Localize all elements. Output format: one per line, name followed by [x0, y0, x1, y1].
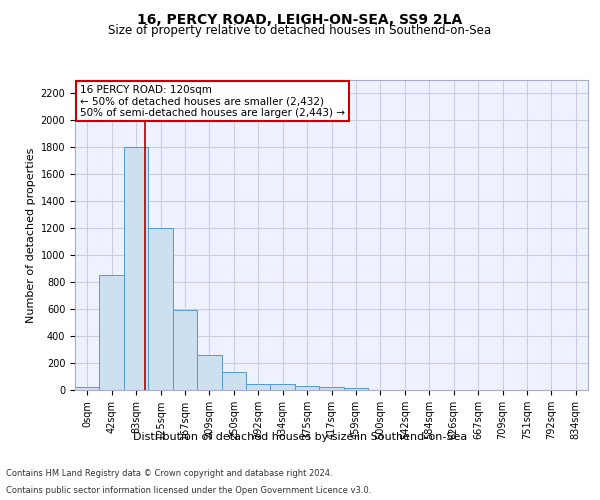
Bar — [124, 148, 148, 390]
Text: Contains public sector information licensed under the Open Government Licence v3: Contains public sector information licen… — [6, 486, 371, 495]
Text: Size of property relative to detached houses in Southend-on-Sea: Size of property relative to detached ho… — [109, 24, 491, 37]
Text: Distribution of detached houses by size in Southend-on-Sea: Distribution of detached houses by size … — [133, 432, 467, 442]
Bar — [271, 384, 295, 390]
Bar — [221, 372, 246, 390]
Bar — [100, 276, 124, 390]
Bar — [148, 228, 173, 390]
Bar — [197, 355, 221, 390]
Text: 16, PERCY ROAD, LEIGH-ON-SEA, SS9 2LA: 16, PERCY ROAD, LEIGH-ON-SEA, SS9 2LA — [137, 12, 463, 26]
Text: Contains HM Land Registry data © Crown copyright and database right 2024.: Contains HM Land Registry data © Crown c… — [6, 468, 332, 477]
Bar — [295, 386, 319, 390]
Bar — [319, 386, 344, 390]
Bar — [344, 388, 368, 390]
Bar — [173, 310, 197, 390]
Bar — [246, 384, 271, 390]
Bar — [75, 386, 100, 390]
Text: 16 PERCY ROAD: 120sqm
← 50% of detached houses are smaller (2,432)
50% of semi-d: 16 PERCY ROAD: 120sqm ← 50% of detached … — [80, 84, 345, 118]
Y-axis label: Number of detached properties: Number of detached properties — [26, 148, 37, 322]
